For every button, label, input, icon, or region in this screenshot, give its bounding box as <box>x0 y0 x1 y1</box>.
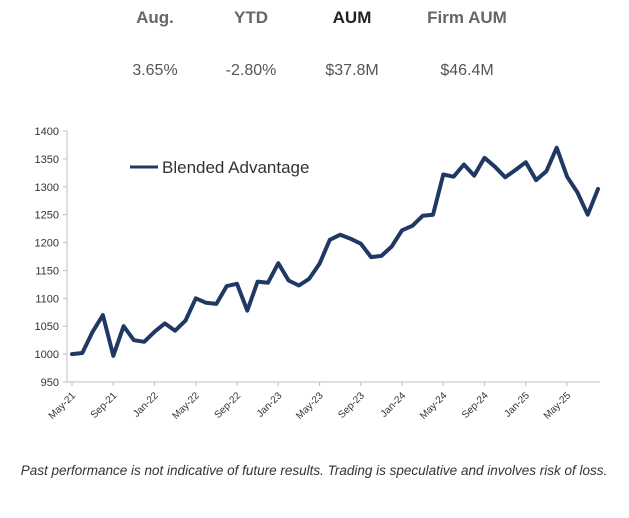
disclaimer-footnote: Past performance is not indicative of fu… <box>20 463 608 478</box>
y-axis-ticks: 950 1000 1050 1100 1150 1200 1250 1300 1350 1400 <box>35 126 67 389</box>
stats-bar: Aug. 3.65% YTD -2.80% AUM $37.8M Firm AU… <box>0 0 629 90</box>
x-tick-label: Jan-24 <box>379 390 409 420</box>
stat-firm-aum-value: $46.4M <box>440 62 494 79</box>
y-tick-label: 1200 <box>35 238 59 250</box>
x-tick-label: May-25 <box>542 390 574 422</box>
y-tick-label: 1050 <box>35 321 59 333</box>
x-tick-label: Sep-23 <box>336 390 367 421</box>
performance-line-chart: 950100010501100115012001250130013501400 … <box>35 126 600 422</box>
x-tick-label: Jan-23 <box>255 390 285 420</box>
x-tick-label: May-22 <box>171 390 203 422</box>
x-tick-label: Jan-22 <box>131 390 161 420</box>
series-line <box>70 145 600 358</box>
stat-aum-label: AUM <box>332 8 372 27</box>
y-tick-label: 1150 <box>35 265 59 277</box>
stat-month-label: Aug. <box>136 8 174 27</box>
x-axis-ticks: May-21 Sep-21 Jan-22 May-22 Sep-22 Jan-23 May-… <box>47 382 574 422</box>
y-tick-label: 1000 <box>35 349 59 361</box>
y-tick-label: 1400 <box>35 126 59 138</box>
chart-legend: Blended Advantage <box>130 158 309 177</box>
stat-month-value: 3.65% <box>132 62 178 79</box>
x-tick-label: Jan-25 <box>503 390 533 420</box>
x-tick-label: Sep-22 <box>213 390 244 421</box>
legend-label: Blended Advantage <box>162 158 309 177</box>
y-tick-label: 1100 <box>35 293 59 305</box>
y-tick-label: 1350 <box>35 154 59 166</box>
y-tick-label: 950 <box>41 377 59 389</box>
stat-firm-aum-label: Firm AUM <box>427 8 507 27</box>
x-tick-label: Sep-21 <box>89 390 120 421</box>
chart-series <box>70 145 600 358</box>
stat-ytd-value: -2.80% <box>225 62 277 79</box>
stat-ytd-label: YTD <box>234 8 268 27</box>
stat-aum-value: $37.8M <box>325 62 379 79</box>
x-tick-label: May-23 <box>294 390 326 422</box>
y-tick-label: 1250 <box>35 210 59 222</box>
x-tick-label: Sep-24 <box>460 390 491 421</box>
chart-axes <box>66 131 600 383</box>
y-tick-label: 1300 <box>35 182 59 194</box>
x-tick-label: May-21 <box>47 390 79 422</box>
x-tick-label: May-24 <box>418 390 450 422</box>
